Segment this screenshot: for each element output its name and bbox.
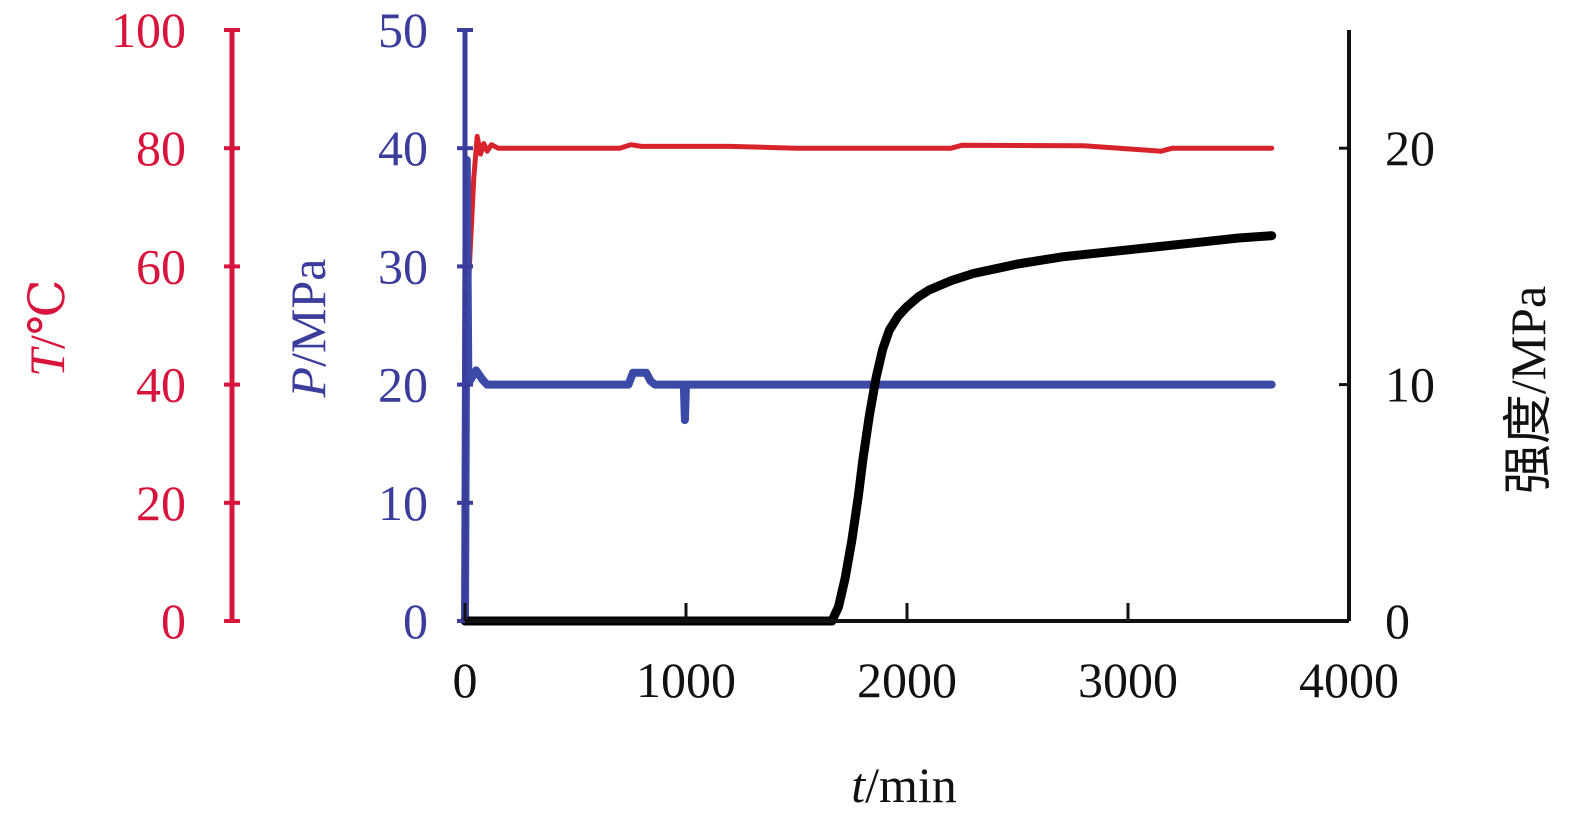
temperature-tick-label: 80 [136, 120, 186, 176]
temperature-series-line [462, 133, 1275, 388]
temperature-axis-title: T/℃ [19, 279, 75, 377]
time-tick-label: 1000 [636, 652, 736, 708]
time-tick-label: 3000 [1078, 652, 1178, 708]
strength-tick-label: 20 [1385, 120, 1435, 176]
time-tick-label: 0 [453, 652, 478, 708]
temperature-tick-label: 20 [136, 475, 186, 531]
pressure-tick-label: 20 [378, 357, 428, 413]
temperature-tick-label: 0 [161, 593, 186, 649]
time-tick-label: 4000 [1299, 652, 1399, 708]
strength-axis-title: 强度/MPa [1500, 286, 1556, 494]
pressure-tick-label: 30 [378, 238, 428, 294]
time-tick-label: 2000 [857, 652, 957, 708]
temperature-tick-label: 40 [136, 357, 186, 413]
pressure-tick-label: 10 [378, 475, 428, 531]
time-axis-title: t/min [851, 757, 957, 813]
pressure-tick-label: 50 [378, 2, 428, 58]
series-layer [460, 133, 1277, 626]
strength-series-line [460, 231, 1277, 626]
pressure-series-line [461, 156, 1276, 625]
temperature-tick-label: 60 [136, 238, 186, 294]
pressure-tick-label: 0 [403, 593, 428, 649]
strength-tick-label: 10 [1385, 357, 1435, 413]
strength-tick-label: 0 [1385, 593, 1410, 649]
pressure-axis-title: P/MPa [280, 259, 336, 399]
pressure-tick-label: 40 [378, 120, 428, 176]
temperature-tick-label: 100 [111, 2, 186, 58]
